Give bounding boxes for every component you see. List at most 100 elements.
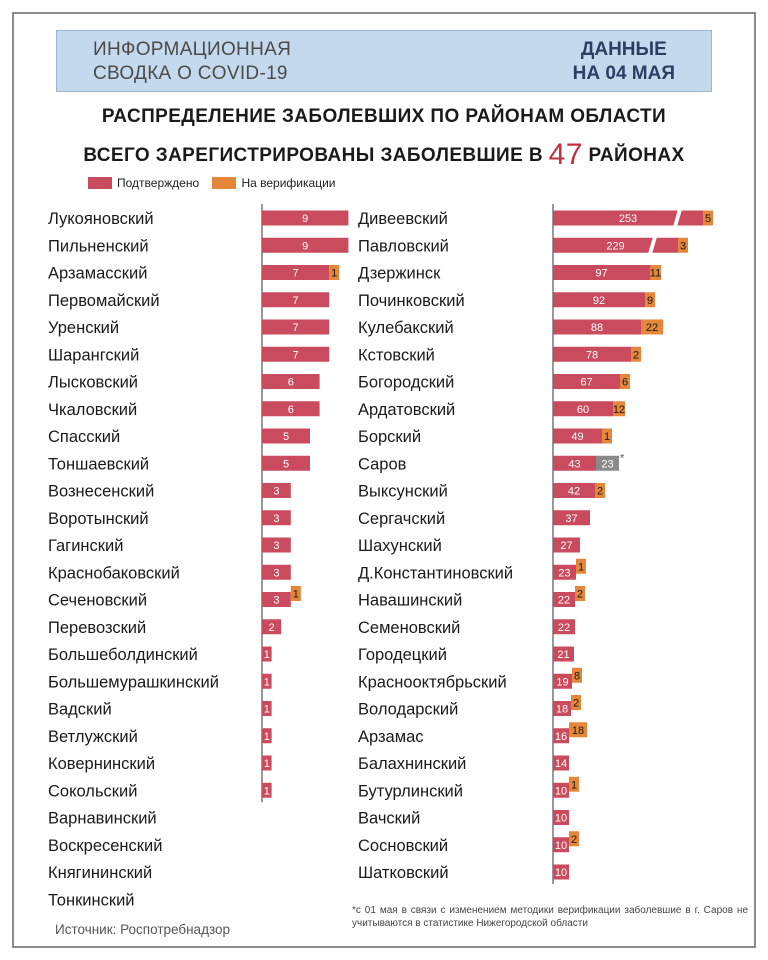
legend-label-verification: На верификации bbox=[241, 176, 336, 190]
right-category-label: Сергачский bbox=[358, 510, 445, 528]
right-bar-verification bbox=[569, 776, 579, 792]
right-bar-value: 78 bbox=[586, 349, 598, 361]
right-category-label: Городецкий bbox=[358, 646, 447, 664]
right-bar-confirmed bbox=[553, 510, 590, 526]
right-bar-value: 10 bbox=[555, 867, 567, 879]
right-bar-confirmed bbox=[553, 537, 580, 553]
right-bar-confirmed bbox=[553, 564, 576, 580]
left-bar-confirmed bbox=[262, 782, 272, 798]
legend-swatch-verification bbox=[212, 177, 237, 189]
right-bar-verification bbox=[613, 401, 625, 417]
right-bar-value: 49 bbox=[571, 431, 583, 443]
legend-item-confirmed: Подтверждено bbox=[88, 176, 199, 190]
left-category-label: Сокольский bbox=[48, 782, 137, 800]
left-category-label: Ветлужский bbox=[48, 728, 138, 746]
right-bar-verification-value: 18 bbox=[572, 725, 584, 737]
right-category-label: Дивеевский bbox=[358, 210, 448, 228]
left-bar-value: 6 bbox=[288, 404, 294, 416]
left-bar-value: 7 bbox=[293, 322, 299, 334]
right-bar-verification bbox=[641, 319, 663, 335]
right-bar-verification bbox=[620, 374, 630, 389]
infographic-frame bbox=[12, 12, 756, 948]
headline-line2: ВСЕГО ЗАРЕГИСТРИРОВАНЫ ЗАБОЛЕВШИЕ В 47 Р… bbox=[0, 138, 768, 172]
right-bar-verification-value: 22 bbox=[646, 322, 658, 334]
left-bar-confirmed bbox=[262, 755, 272, 771]
left-bar-confirmed bbox=[262, 374, 320, 389]
right-axis-break-mark bbox=[673, 209, 682, 227]
right-bar-value: 22 bbox=[558, 622, 570, 634]
right-bar-confirmed bbox=[553, 728, 569, 744]
right-bar-verification bbox=[631, 346, 641, 362]
right-bar-value: 23 bbox=[558, 567, 570, 579]
right-bar-verification bbox=[595, 483, 605, 498]
right-bar-verification-value: 1 bbox=[578, 561, 584, 573]
right-bar-confirmed bbox=[553, 619, 575, 635]
right-bar-confirmed bbox=[553, 401, 613, 417]
left-bar-confirmed bbox=[262, 646, 272, 662]
right-bar-confirmed bbox=[553, 592, 575, 607]
right-bar-value: 97 bbox=[595, 268, 607, 280]
right-bar-verification-value: 2 bbox=[633, 349, 639, 361]
source-note: Источник: Роспотребнадзор bbox=[55, 922, 230, 937]
right-bar-annotation-mark: * bbox=[620, 452, 625, 464]
right-bar-verification-value: 23 bbox=[601, 458, 613, 470]
left-bar-verification bbox=[290, 586, 301, 601]
right-bar-value: 16 bbox=[555, 731, 567, 743]
left-bar-confirmed bbox=[262, 265, 330, 280]
right-category-label: Ардатовский bbox=[358, 401, 455, 419]
left-bar-value: 3 bbox=[273, 486, 279, 498]
left-category-label: Шарангский bbox=[48, 346, 139, 364]
left-category-label: Вознесенский bbox=[48, 483, 154, 501]
left-bar-confirmed bbox=[262, 537, 291, 553]
left-category-label: Гагинский bbox=[48, 537, 123, 555]
left-bar-confirmed bbox=[262, 510, 291, 526]
right-bar-verification bbox=[703, 210, 713, 226]
headline-line2-suffix: РАЙОНАХ bbox=[588, 145, 685, 166]
left-category-label: Краснобаковский bbox=[48, 564, 180, 582]
right-bar-verification bbox=[650, 265, 661, 280]
right-bar-value: 253 bbox=[619, 213, 637, 225]
left-bar-confirmed bbox=[262, 619, 282, 635]
footnote: *с 01 мая в связи с изменением методики … bbox=[352, 905, 748, 929]
right-bar-verification-value: 3 bbox=[680, 240, 686, 252]
right-bar-verification-value: 9 bbox=[647, 295, 653, 307]
right-category-label: Починковский bbox=[358, 292, 465, 310]
left-bar-confirmed bbox=[262, 592, 291, 607]
left-bar-value: 1 bbox=[264, 785, 270, 797]
right-bar-confirmed bbox=[553, 319, 641, 335]
right-category-label: Вачский bbox=[358, 810, 420, 828]
right-category-label: Павловский bbox=[358, 237, 449, 255]
left-bar-confirmed bbox=[262, 428, 310, 444]
right-category-label: Навашинский bbox=[358, 592, 462, 610]
right-bar-value: 60 bbox=[577, 404, 589, 416]
right-bar-verification-value: 2 bbox=[573, 698, 579, 710]
right-bar-value: 67 bbox=[580, 377, 592, 389]
right-category-label: Борский bbox=[358, 428, 421, 446]
right-category-label: Бутурлинский bbox=[358, 782, 463, 800]
header-banner: ИНФОРМАЦИОННАЯ СВОДКА О COVID-19 ДАННЫЕ … bbox=[56, 30, 712, 92]
left-bar-value: 5 bbox=[283, 458, 289, 470]
right-axis-break-mark bbox=[648, 236, 657, 254]
right-bar-confirmed bbox=[553, 701, 571, 716]
chart-legend: Подтверждено На верификации bbox=[88, 176, 345, 192]
left-bar-value: 9 bbox=[302, 213, 308, 225]
right-bar-value: 10 bbox=[555, 840, 567, 852]
right-bar-verification-value: 2 bbox=[571, 834, 577, 846]
left-bar-value: 9 bbox=[302, 240, 308, 252]
left-category-label: Княгининский bbox=[48, 864, 152, 882]
right-category-label: Сосновский bbox=[358, 837, 448, 855]
right-bar-confirmed bbox=[553, 810, 569, 825]
left-bar-value: 7 bbox=[293, 349, 299, 361]
right-bar-verification-value: 5 bbox=[705, 213, 711, 225]
right-bar-value: 92 bbox=[593, 295, 605, 307]
right-bar-value: 88 bbox=[591, 322, 603, 334]
left-bar-confirmed bbox=[262, 346, 330, 362]
left-bar-verification-value: 1 bbox=[293, 589, 299, 601]
headline-line1: РАСПРЕДЕЛЕНИЕ ЗАБОЛЕВШИХ ПО РАЙОНАМ ОБЛА… bbox=[101, 106, 667, 127]
legend-item-verification: На верификации bbox=[212, 176, 335, 190]
left-bar-value: 1 bbox=[264, 676, 270, 688]
right-category-label: Саров bbox=[358, 455, 407, 473]
right-bar-value: 14 bbox=[555, 758, 567, 770]
left-category-label: Спасский bbox=[48, 428, 120, 446]
left-category-label: Тоншаевский bbox=[48, 455, 149, 473]
